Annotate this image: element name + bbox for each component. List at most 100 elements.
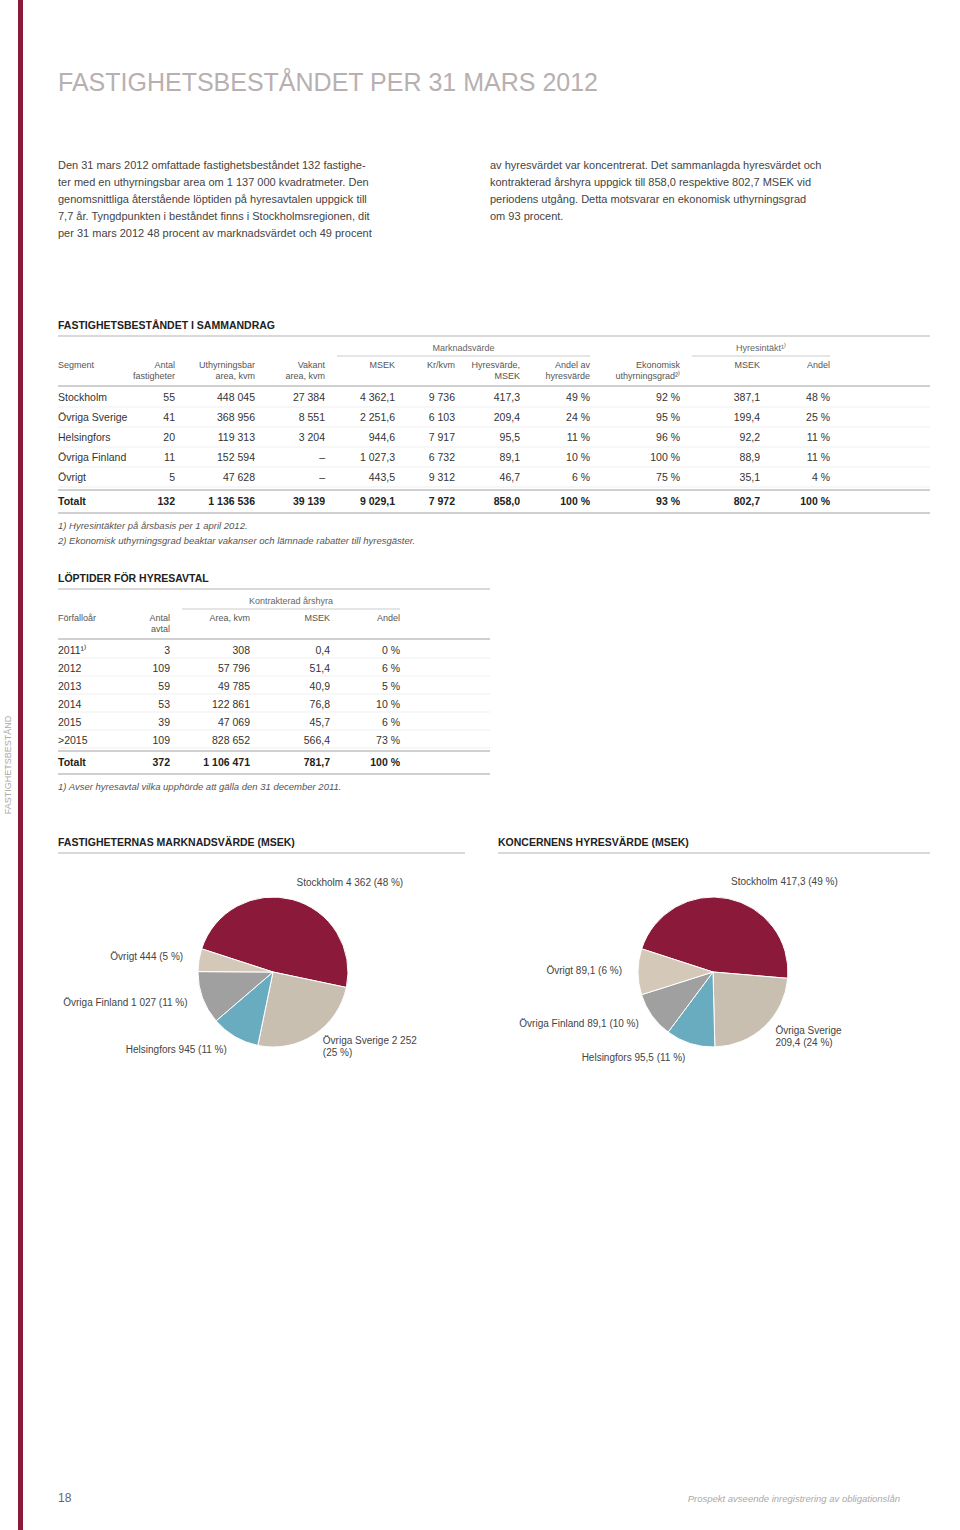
text-line: 5 %: [382, 680, 400, 692]
table-cell: 828 652: [212, 734, 250, 746]
text-line: 89,1: [500, 451, 521, 463]
text-line: 109: [152, 734, 170, 746]
column-header: Andel: [377, 613, 400, 623]
text-line: 2015: [58, 716, 82, 728]
rule: [498, 853, 930, 854]
text-line: 9 312: [429, 471, 455, 483]
table-total: Totalt: [58, 756, 86, 768]
text-line: 308: [232, 644, 250, 656]
table-cell: 122 861: [212, 698, 250, 710]
text-line: Kontrakterad årshyra: [249, 596, 333, 606]
text-line: Marknadsvärde: [432, 343, 494, 353]
text-line: 6 %: [572, 471, 590, 483]
rule: [58, 676, 490, 677]
text-line: LÖPTIDER FÖR HYRESAVTAL: [58, 572, 209, 584]
pie-chart: KONCERNENS HYRESVÄRDE (MSEK)Stockholm 41…: [498, 836, 930, 1063]
text-line: Helsingfors 95,5 (11 %): [582, 1052, 686, 1063]
text-line: –: [319, 471, 325, 483]
text-line: 7,7 år. Tyngdpunkten i beståndet finns i…: [58, 210, 370, 222]
table-cell: 27 384: [293, 391, 325, 403]
text-line: 75 %: [656, 471, 680, 483]
text-line: Hyresintäkt¹⁾: [736, 342, 786, 353]
table-cell: 11 %: [807, 451, 830, 463]
table-cell: 2 251,6: [360, 411, 395, 423]
page: FASTIGHETSBESTÅNDFASTIGHETSBESTÅNDET PER…: [0, 0, 960, 1530]
text-line: 152 594: [217, 451, 255, 463]
column-header: Segment: [58, 360, 95, 370]
text-line: av hyresvärdet var koncentrerat. Det sam…: [490, 159, 821, 171]
table-total: 39 139: [293, 495, 325, 507]
table-total: 802,7: [734, 495, 760, 507]
table-cell: 11: [164, 451, 175, 463]
table-cell: 4 %: [812, 471, 830, 483]
table-cell: 8 551: [299, 411, 325, 423]
table-cell: 100 %: [650, 451, 680, 463]
text-line: 2 251,6: [360, 411, 395, 423]
table-cell: 92 %: [656, 391, 680, 403]
text-line: 0 %: [382, 644, 400, 656]
text-line: fastigheter: [133, 371, 175, 381]
text-line: Övriga Sverige: [775, 1025, 842, 1036]
text-line: 448 045: [217, 391, 255, 403]
text-line: 122 861: [212, 698, 250, 710]
table-cell: 55: [163, 391, 175, 403]
text-line: 2) Ekonomisk uthyrningsgrad beaktar vaka…: [57, 535, 415, 546]
text-line: 39 139: [293, 495, 325, 507]
text-line: 1 027,3: [360, 451, 395, 463]
text-line: genomsnittliga återstående löptiden på h…: [58, 193, 367, 205]
text-line: 10 %: [376, 698, 400, 710]
text-line: per 31 mars 2012 48 procent av marknadsv…: [58, 227, 372, 239]
text-line: hyresvärde: [545, 371, 590, 381]
table-total: 1 106 471: [203, 756, 250, 768]
text-line: 20: [163, 431, 175, 443]
table-cell: –: [319, 451, 325, 463]
table-cell: 109: [152, 662, 170, 674]
text-line: 1) Avser hyresavtal vilka upphörde att g…: [58, 781, 341, 792]
data-label: Övrigt 444 (5 %): [110, 951, 183, 962]
table-cell: 2014: [58, 698, 82, 710]
rule: [58, 447, 930, 448]
table-cell: 5 %: [382, 680, 400, 692]
text-line: 53: [158, 698, 170, 710]
text-line: 2014: [58, 698, 82, 710]
text-line: 7 917: [429, 431, 455, 443]
table-cell: 47 069: [218, 716, 250, 728]
table-cell: 6 103: [429, 411, 455, 423]
text-line: 11: [164, 451, 175, 463]
text-line: Ekonomisk: [636, 360, 681, 370]
text-line: Övriga Finland: [58, 451, 126, 463]
rule: [58, 490, 930, 491]
table-total: 93 %: [656, 495, 681, 507]
data-label: Stockholm 4 362 (48 %): [296, 877, 403, 888]
table-cell: 10 %: [376, 698, 400, 710]
text-line: 24 %: [566, 411, 590, 423]
data-label: Helsingfors 945 (11 %): [126, 1044, 227, 1055]
text-line: 49 %: [566, 391, 590, 403]
text-line: 95,5: [500, 431, 521, 443]
text-line: 51,4: [310, 662, 331, 674]
text-line: 6 %: [382, 662, 400, 674]
text-line: 10 %: [566, 451, 590, 463]
table-cell: 24 %: [566, 411, 590, 423]
text-line: (25 %): [323, 1047, 352, 1058]
accent-bar: [18, 0, 23, 1530]
pie-slice: [638, 949, 713, 995]
column-header: Kr/kvm: [427, 360, 455, 370]
body-line: 7,7 år. Tyngdpunkten i beståndet finns i…: [58, 210, 370, 222]
data-label: Övriga Finland 1 027 (11 %): [63, 997, 187, 1008]
text-line: 828 652: [212, 734, 250, 746]
table-cell: 35,1: [740, 471, 761, 483]
text-line: Övrigt 89,1 (6 %): [546, 965, 622, 976]
table-cell: 9 736: [429, 391, 455, 403]
table-cell: 5: [169, 471, 175, 483]
table-cell: 25 %: [806, 411, 830, 423]
text-line: 417,3: [494, 391, 520, 403]
text-line: 3: [164, 644, 170, 656]
rule: [58, 748, 490, 749]
pie-slice: [198, 972, 273, 1021]
text-line: Totalt: [58, 756, 86, 768]
text-line: Förfalloår: [58, 613, 96, 623]
pie-chart: FASTIGHETERNAS MARKNADSVÄRDE (MSEK)Stock…: [58, 836, 465, 1059]
data-label: Helsingfors 95,5 (11 %): [582, 1052, 686, 1063]
text-line: 49 785: [218, 680, 250, 692]
